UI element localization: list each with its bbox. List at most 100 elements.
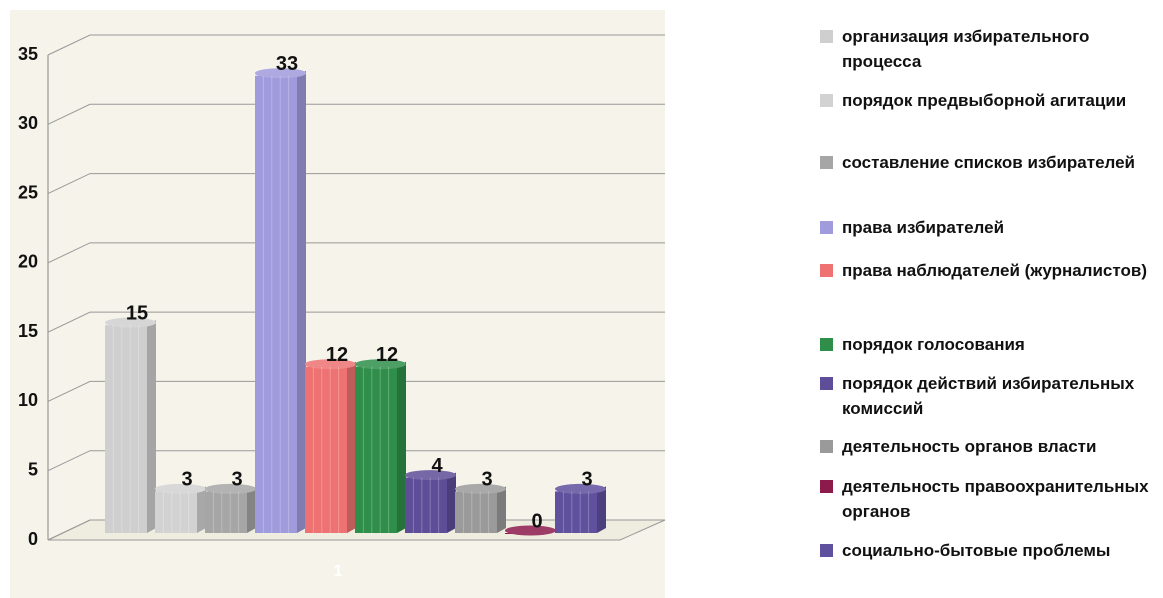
legend-swatch [820,480,833,493]
bar [255,75,297,533]
y-tick-label: 25 [18,182,38,202]
bar-side-shade [397,361,406,533]
bar-top-shade [405,470,456,481]
y-tick-label: 0 [28,529,38,549]
legend-item: порядок голосования [820,332,1150,357]
bar-group [405,470,456,533]
data-label: 3 [481,469,492,491]
legend-item: порядок действий избирательных комиссий [820,371,1150,421]
legend-label: права наблюдателей (журналистов) [842,261,1147,280]
data-label: 4 [431,455,443,477]
legend-swatch [820,377,833,390]
bar-side [347,361,356,533]
legend-item: организация избирательного процесса [820,24,1150,74]
legend-swatch [820,440,833,453]
y-tick-label: 5 [28,459,38,479]
grid-line [47,34,665,56]
data-label: 0 [531,510,542,532]
legend-label: порядок действий избирательных комиссий [842,374,1135,418]
bar [105,325,147,533]
bar [205,491,247,533]
data-label: 12 [376,344,398,366]
bar [405,477,447,533]
legend-label: порядок предвыборной агитации [842,91,1127,110]
bar-top-shade [255,68,306,79]
legend-label: социально-бытовые проблемы [842,541,1111,560]
bar-top-shade [555,483,606,494]
legend-swatch [820,544,833,557]
bar-side [597,486,606,533]
x-tick-label: 1 [334,563,343,580]
bar-side-shade [147,320,156,533]
bar-side-shade [297,70,306,533]
bar-side-shade [447,472,456,533]
grid-line [47,242,665,264]
legend-item: деятельность органов власти [820,434,1150,459]
bar-top-shade [205,483,256,494]
bar-top [105,317,156,328]
bar [155,491,197,533]
bar-top [355,359,406,370]
bar-group [205,483,256,533]
data-label: 33 [276,53,298,75]
bar-group [555,483,606,533]
legend-label: права избирателей [842,218,1005,237]
bar-group [155,483,206,533]
data-label: 3 [231,469,242,491]
data-label: 3 [581,469,592,491]
bar-top-shade [155,483,206,494]
bar-top-shade [105,317,156,328]
bar-side [447,472,456,533]
bar-top-shade [305,359,356,370]
y-tick-label: 30 [18,113,38,133]
y-tick-label: 15 [18,321,38,341]
bar-group [255,68,306,533]
bar-group [305,359,356,533]
bar [455,491,497,533]
legend-item: порядок предвыборной агитации [820,88,1150,113]
bar-side-shade [197,486,206,533]
y-tick-label: 10 [18,390,38,410]
legend-swatch [820,221,833,234]
bar-group [105,317,156,533]
bar-group [355,359,406,533]
bar-top-shade [455,483,506,494]
bar-side [247,486,256,533]
legend-item: деятельность правоохранительных органов [820,474,1150,524]
legend-label: порядок голосования [842,335,1025,354]
bar-top [405,470,456,481]
bar-group [455,483,506,533]
legend-label: организация избирательного процесса [842,27,1090,71]
data-label: 3 [181,469,192,491]
legend-swatch [820,94,833,107]
grid-line [47,311,665,333]
bar-top [555,483,606,494]
bar [305,366,347,533]
bar-top [255,68,306,79]
bar [355,366,397,533]
bar-top [455,483,506,494]
legend-swatch [820,338,833,351]
bar [555,491,597,533]
grid-line [47,103,665,125]
bar-side [147,320,156,533]
y-tick-label: 20 [18,252,38,272]
legend-label: деятельность органов власти [842,437,1097,456]
bar-side-shade [247,486,256,533]
legend-item: составление списков избирателей [820,150,1150,175]
legend-label: составление списков избирателей [842,153,1136,172]
legend-item: права наблюдателей (журналистов) [820,258,1150,283]
bar-side [497,486,506,533]
bar-top-shade [505,525,556,536]
bar-side [197,486,206,533]
bar-top [305,359,356,370]
bar-side [297,70,306,533]
bar-side-shade [347,361,356,533]
data-label: 12 [326,344,348,366]
legend-label: деятельность правоохранительных органов [842,477,1149,521]
bar-top [205,483,256,494]
legend-item: социально-бытовые проблемы [820,538,1150,563]
grid-line [47,173,665,195]
bar-top [505,525,556,536]
